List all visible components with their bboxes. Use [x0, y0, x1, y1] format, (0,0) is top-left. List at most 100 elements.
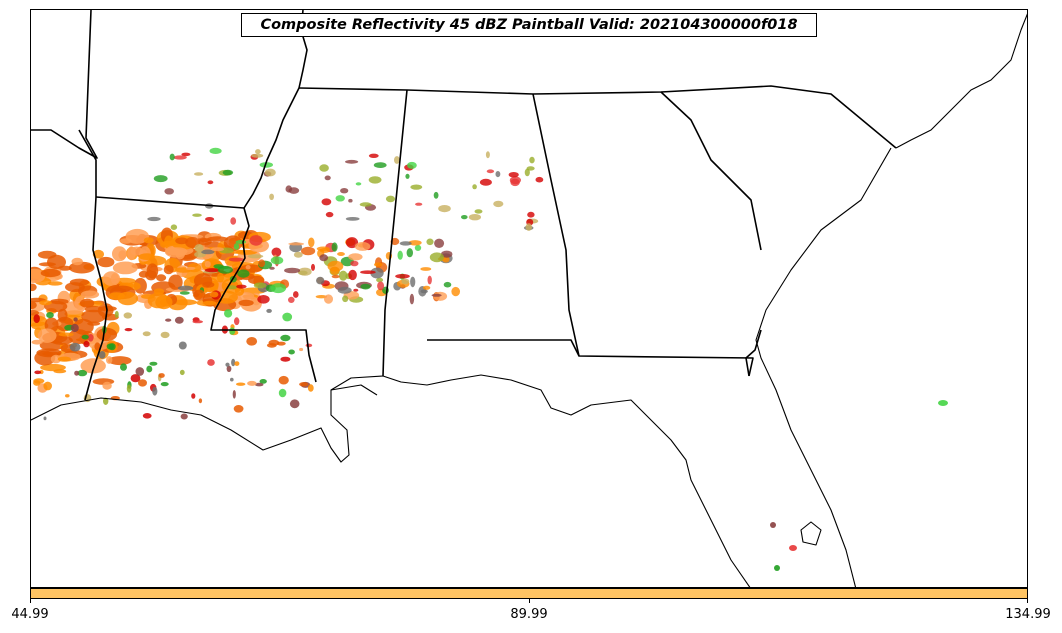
precip-blob — [103, 397, 109, 405]
precip-blob — [331, 274, 340, 279]
precip-blob — [429, 252, 444, 263]
precip-blob — [110, 273, 119, 285]
precip-blob — [269, 193, 274, 200]
precip-blob — [485, 151, 490, 159]
precip-blob — [337, 286, 352, 294]
precip-blob — [510, 178, 520, 187]
precip-blob — [170, 224, 178, 230]
precip-blob — [164, 235, 174, 250]
lake-pontchartrain — [330, 384, 378, 396]
precip-blob — [155, 295, 173, 310]
precip-blob — [395, 274, 410, 279]
state-boundaries — [31, 10, 897, 401]
precip-blob — [204, 268, 221, 273]
precip-blob — [249, 235, 263, 246]
precip-blob — [278, 375, 289, 385]
precip-blob — [420, 267, 432, 271]
precip-blob — [138, 379, 147, 387]
precip-blob — [33, 380, 41, 386]
precip-blob — [194, 244, 204, 253]
precip-blob — [431, 293, 442, 297]
precip-blob — [39, 300, 52, 306]
precip-blob — [236, 284, 247, 289]
precip-blob — [938, 400, 948, 406]
precip-blob — [335, 195, 345, 202]
precip-blob — [526, 166, 535, 171]
precip-blob — [305, 343, 313, 348]
precip-blob — [102, 381, 112, 390]
precip-blob — [324, 175, 331, 181]
precip-blob — [527, 211, 535, 218]
precip-blob — [345, 217, 360, 221]
map-canvas — [31, 10, 1027, 587]
colorbar-tick-label: 89.99 — [510, 607, 548, 622]
precip-blob — [160, 382, 169, 387]
precip-blob — [410, 184, 423, 190]
carolina-coast — [895, 13, 1027, 149]
colorbar-tick-mark — [529, 599, 530, 603]
precip-blob — [299, 347, 304, 352]
precip-blob — [331, 242, 338, 252]
precip-blob — [257, 295, 270, 304]
precip-blob — [168, 274, 183, 290]
precip-blob — [377, 281, 385, 291]
precip-blob — [340, 188, 349, 194]
precip-blob — [92, 249, 104, 259]
precip-blob — [293, 251, 303, 258]
precip-blob — [31, 339, 43, 345]
precip-blob — [94, 342, 101, 351]
precip-blob — [70, 323, 79, 333]
precip-blob — [284, 267, 301, 274]
precip-blob — [234, 317, 240, 326]
precip-blob — [345, 159, 359, 164]
precip-blob — [106, 343, 115, 350]
precip-blob — [124, 328, 133, 332]
precip-blob — [254, 382, 264, 387]
precip-blob — [405, 173, 410, 179]
ga-fl-border — [745, 329, 762, 377]
precip-blob — [79, 298, 95, 308]
precip-blob — [153, 288, 165, 295]
precip-blob — [289, 399, 300, 409]
precip-blob — [451, 286, 461, 297]
precip-blob — [229, 327, 236, 335]
precip-blob — [338, 270, 348, 281]
precip-blob — [247, 254, 264, 259]
precip-blob — [222, 169, 234, 176]
precip-blob — [330, 266, 340, 275]
atlantic-coast — [755, 147, 892, 587]
precip-blob — [472, 184, 477, 190]
precip-blob — [433, 191, 439, 199]
precip-blob — [293, 291, 299, 298]
precip-blob — [202, 281, 215, 288]
colorbar — [30, 588, 1028, 599]
precip-blob — [230, 217, 237, 225]
precip-blob — [158, 373, 165, 378]
precip-blob — [407, 161, 417, 169]
precip-blob — [495, 171, 501, 178]
precip-blob — [337, 252, 345, 256]
precip-blob — [368, 153, 379, 158]
precip-blob — [373, 162, 387, 169]
precip-blob — [46, 312, 54, 319]
okeechobee — [800, 521, 822, 546]
precip-blob — [143, 237, 154, 244]
precip-blob — [226, 365, 232, 372]
precip-blob — [508, 172, 519, 178]
precip-blob — [298, 267, 312, 276]
precip-blob — [266, 308, 272, 313]
precip-blob — [180, 413, 188, 420]
precip-blob — [342, 295, 349, 303]
colorbar-tick-label: 134.99 — [1005, 607, 1051, 622]
precip-blob — [231, 358, 236, 367]
precip-blob — [282, 312, 293, 322]
precip-blob — [194, 172, 204, 176]
precip-blob — [83, 340, 90, 348]
precip-blob — [173, 155, 187, 160]
colorbar-tick-mark — [30, 599, 31, 603]
precip-blob — [69, 278, 90, 286]
precip-blob — [69, 342, 81, 352]
mississippi-river-border — [210, 207, 317, 383]
precip-blob — [112, 261, 138, 275]
precip-blob — [426, 238, 434, 246]
